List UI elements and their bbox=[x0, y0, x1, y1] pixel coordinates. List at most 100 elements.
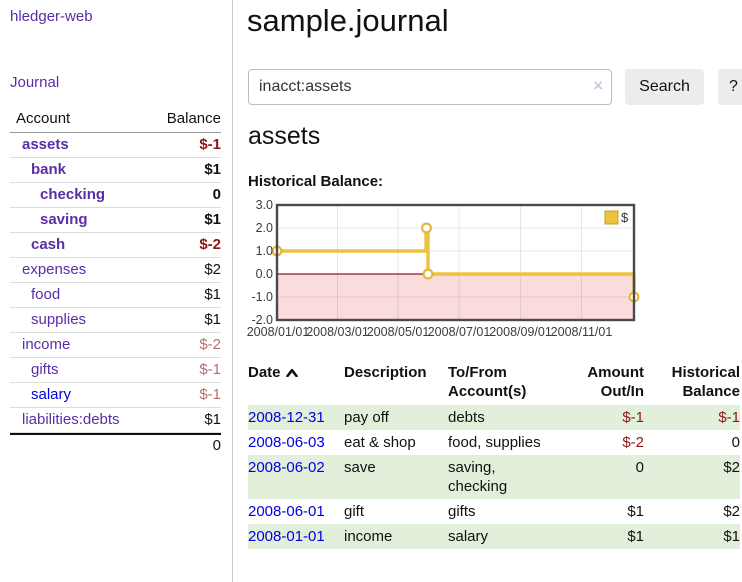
account-heading: assets bbox=[248, 122, 321, 150]
transaction-description: pay off bbox=[344, 409, 389, 426]
transaction-description: eat & shop bbox=[344, 434, 416, 451]
x-tick-label: 2008/11/01 bbox=[551, 325, 613, 339]
x-tick-label: 2008/09/01 bbox=[489, 325, 552, 339]
register-row: 2008-06-02 save saving, checking 0 $2 bbox=[248, 455, 740, 499]
account-link-gifts[interactable]: gifts bbox=[31, 361, 59, 378]
y-tick-label: 2.0 bbox=[256, 221, 273, 235]
account-link-liabilities-debts[interactable]: liabilities:debts bbox=[22, 411, 120, 428]
account-row: supplies $1 bbox=[10, 308, 221, 333]
account-balance: $-2 bbox=[199, 236, 221, 253]
transaction-balance: $2 bbox=[723, 503, 740, 520]
account-link-income[interactable]: income bbox=[22, 336, 71, 353]
transaction-description: save bbox=[344, 459, 376, 476]
account-row: income $-2 bbox=[10, 333, 221, 358]
main-content: sample.journal × Search ? assets Histori… bbox=[245, 0, 742, 582]
account-link-checking[interactable]: checking bbox=[40, 186, 106, 203]
account-row: salary $-1 bbox=[10, 383, 221, 408]
search-button[interactable]: Search bbox=[625, 69, 704, 105]
clear-search-icon[interactable]: × bbox=[593, 76, 603, 95]
account-link-bank[interactable]: bank bbox=[31, 161, 67, 178]
account-balance: $1 bbox=[204, 161, 221, 178]
page-title: sample.journal bbox=[247, 3, 449, 38]
transaction-description: gift bbox=[344, 503, 365, 520]
sidebar-item-journal[interactable]: Journal bbox=[10, 74, 60, 91]
transaction-date-link[interactable]: 2008-06-01 bbox=[248, 503, 325, 520]
transaction-amount: $-2 bbox=[622, 434, 644, 451]
account-balance: $2 bbox=[204, 261, 221, 278]
date-column-header[interactable]: Date bbox=[248, 361, 344, 405]
register-row: 2008-06-01 gift gifts $1 $2 bbox=[248, 499, 740, 524]
chart-data-point-markers bbox=[271, 222, 640, 303]
transaction-amount: $1 bbox=[627, 503, 644, 520]
account-link-cash[interactable]: cash bbox=[31, 236, 66, 253]
account-balance: $1 bbox=[204, 286, 221, 303]
transaction-accounts: saving, checking bbox=[448, 459, 508, 495]
account-balance: $-2 bbox=[199, 336, 221, 353]
sort-ascending-icon bbox=[285, 363, 298, 382]
transaction-date-link[interactable]: 2008-12-31 bbox=[248, 409, 325, 426]
account-row: saving $1 bbox=[10, 208, 221, 233]
transaction-description: income bbox=[344, 528, 393, 545]
account-link-saving[interactable]: saving bbox=[40, 211, 88, 228]
account-balance: $-1 bbox=[199, 136, 221, 153]
account-link-food[interactable]: food bbox=[31, 286, 61, 303]
transaction-balance: $-1 bbox=[718, 409, 740, 426]
transaction-amount: 0 bbox=[635, 459, 644, 476]
account-balance: $1 bbox=[204, 211, 221, 228]
search-box: × bbox=[248, 69, 612, 105]
help-button[interactable]: ? bbox=[718, 69, 742, 105]
y-tick-label: 1.0 bbox=[256, 244, 273, 258]
account-balance: $1 bbox=[204, 311, 221, 328]
account-balance: $-1 bbox=[199, 386, 221, 403]
transaction-balance: 0 bbox=[731, 434, 740, 451]
account-link-supplies[interactable]: supplies bbox=[31, 311, 87, 328]
account-row: gifts $-1 bbox=[10, 358, 221, 383]
transaction-accounts: food, supplies bbox=[448, 434, 541, 451]
x-tick-label: 2008/01/01 bbox=[247, 325, 310, 339]
accounts-column-header: To/From Account(s) bbox=[448, 364, 527, 400]
account-link-assets[interactable]: assets bbox=[22, 136, 69, 153]
chart-legend: $ bbox=[604, 210, 629, 225]
sidebar: hledger-web Journal Account Balance asse… bbox=[0, 0, 233, 582]
legend-swatch-icon bbox=[604, 210, 619, 225]
account-row: liabilities:debts $1 bbox=[10, 408, 221, 433]
balance-column-header: Historical Balance bbox=[671, 364, 740, 400]
historical-balance-label: Historical Balance: bbox=[248, 173, 384, 190]
register-header-row: Date Description To/From Account(s) Amou… bbox=[248, 361, 740, 405]
transaction-date-link[interactable]: 2008-01-01 bbox=[248, 528, 325, 545]
transaction-date-link[interactable]: 2008-06-03 bbox=[248, 434, 325, 451]
account-link-salary[interactable]: salary bbox=[31, 386, 72, 403]
account-row: assets $-1 bbox=[10, 133, 221, 158]
transaction-balance: $2 bbox=[723, 459, 740, 476]
transaction-amount: $1 bbox=[627, 528, 644, 545]
transaction-accounts: gifts bbox=[448, 503, 476, 520]
account-row: cash $-2 bbox=[10, 233, 221, 258]
account-balance: 0 bbox=[212, 186, 221, 203]
account-link-expenses[interactable]: expenses bbox=[22, 261, 87, 278]
account-row: bank $1 bbox=[10, 158, 221, 183]
transaction-date-link[interactable]: 2008-06-02 bbox=[248, 459, 325, 476]
account-balance: $1 bbox=[204, 411, 221, 428]
y-tick-label: 0.0 bbox=[256, 267, 273, 281]
amount-column-header: Amount Out/In bbox=[587, 364, 644, 400]
x-tick-label: 2008/03/01 bbox=[306, 325, 369, 339]
search-bar: × Search ? bbox=[248, 69, 742, 105]
account-row: checking 0 bbox=[10, 183, 221, 208]
y-tick-label: -2.0 bbox=[251, 313, 273, 327]
chart-border bbox=[275, 203, 636, 322]
search-input[interactable] bbox=[248, 69, 612, 105]
x-tick-label: 2008/05/01 bbox=[367, 325, 430, 339]
accounts-total: 0 bbox=[10, 433, 221, 458]
x-tick-label: 2008/07/01 bbox=[428, 325, 491, 339]
balance-column-header: Balance bbox=[166, 110, 221, 127]
accounts-table-header: Account Balance bbox=[10, 108, 221, 133]
date-header-label: Date bbox=[248, 364, 281, 381]
app-title-link[interactable]: hledger-web bbox=[10, 8, 93, 25]
account-row: expenses $2 bbox=[10, 258, 221, 283]
description-column-header: Description bbox=[344, 364, 427, 381]
register-row: 2008-12-31 pay off debts $-1 $-1 bbox=[248, 405, 740, 430]
register-table: Date Description To/From Account(s) Amou… bbox=[248, 361, 740, 549]
accounts-balance-table: Account Balance assets $-1 bank $1 check… bbox=[10, 108, 221, 458]
transaction-amount: $-1 bbox=[622, 409, 644, 426]
y-tick-label: 3.0 bbox=[256, 198, 273, 212]
